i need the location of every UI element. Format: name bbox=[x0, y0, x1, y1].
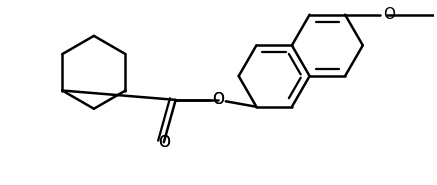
Text: O: O bbox=[212, 92, 224, 107]
Text: O: O bbox=[212, 92, 224, 107]
Text: O: O bbox=[383, 7, 395, 22]
Text: O: O bbox=[158, 135, 170, 150]
Text: O: O bbox=[158, 135, 170, 150]
